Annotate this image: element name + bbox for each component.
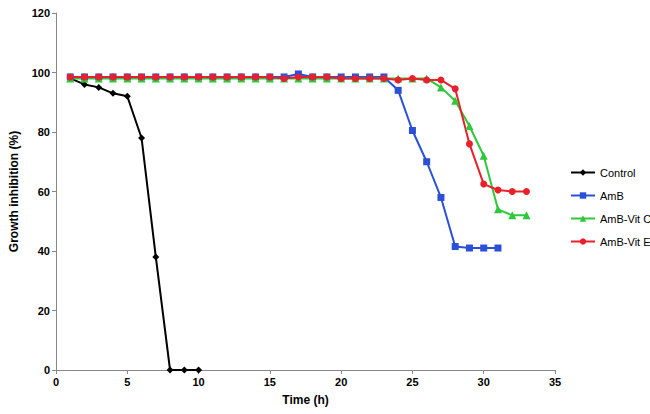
svg-text:100: 100 xyxy=(32,67,50,79)
svg-text:30: 30 xyxy=(478,376,490,388)
svg-text:35: 35 xyxy=(549,376,561,388)
svg-text:20: 20 xyxy=(335,376,347,388)
svg-text:60: 60 xyxy=(38,186,50,198)
svg-text:Time (h): Time (h) xyxy=(282,393,328,407)
svg-text:0: 0 xyxy=(53,376,59,388)
svg-text:40: 40 xyxy=(38,245,50,257)
svg-text:AmB-Vit E: AmB-Vit E xyxy=(600,236,650,248)
svg-text:20: 20 xyxy=(38,305,50,317)
svg-text:10: 10 xyxy=(192,376,204,388)
svg-text:0: 0 xyxy=(44,364,50,376)
svg-text:80: 80 xyxy=(38,126,50,138)
svg-text:5: 5 xyxy=(124,376,130,388)
svg-text:15: 15 xyxy=(264,376,276,388)
svg-text:Growth inhibition (%): Growth inhibition (%) xyxy=(7,131,21,252)
svg-text:AmB: AmB xyxy=(600,190,624,202)
svg-text:AmB-Vit C: AmB-Vit C xyxy=(600,213,650,225)
svg-text:120: 120 xyxy=(32,7,50,19)
svg-text:25: 25 xyxy=(406,376,418,388)
svg-text:Control: Control xyxy=(600,167,635,179)
